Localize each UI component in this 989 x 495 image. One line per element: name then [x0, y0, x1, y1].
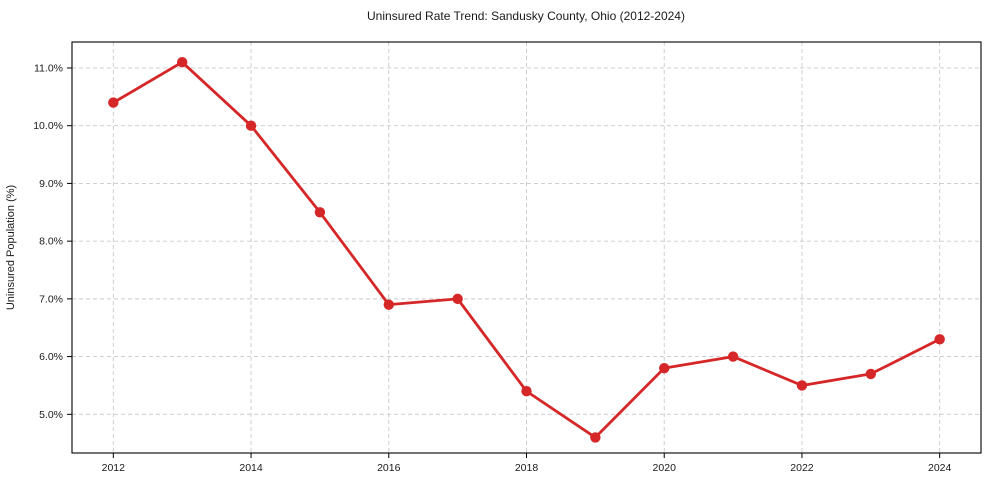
x-tick-label: 2016	[377, 462, 401, 474]
series-layer	[108, 57, 945, 443]
y-tick-label: 9.0%	[39, 178, 63, 190]
data-point	[452, 293, 463, 305]
data-point	[934, 334, 945, 345]
y-tick-label: 6.0%	[39, 351, 63, 363]
data-point	[383, 299, 394, 310]
y-axis-label: Uninsured Population (%)	[5, 185, 17, 310]
y-tick-label: 10.0%	[33, 120, 63, 132]
x-tick-label: 2022	[790, 462, 814, 474]
data-point	[796, 380, 808, 391]
y-tick-label: 7.0%	[39, 293, 63, 305]
data-point	[590, 432, 601, 443]
data-point	[245, 120, 257, 131]
x-tick-label: 2014	[239, 462, 263, 474]
data-point	[727, 351, 739, 362]
plot-frame	[71, 41, 982, 454]
grid-layer	[72, 42, 981, 453]
chart-title: Uninsured Rate Trend: Sandusky County, O…	[367, 9, 685, 23]
x-tick-label: 2024	[928, 462, 952, 474]
y-tick-label: 5.0%	[39, 409, 63, 421]
data-point	[108, 97, 119, 108]
y-tick-label: 8.0%	[39, 236, 63, 248]
data-point	[659, 362, 670, 374]
x-tick-label: 2012	[102, 462, 126, 474]
data-point	[865, 368, 877, 380]
data-point	[314, 207, 326, 218]
y-tick-label: 11.0%	[34, 62, 63, 74]
data-point	[521, 386, 532, 397]
x-tick-label: 2020	[653, 462, 677, 474]
x-tick-label: 2018	[515, 462, 539, 474]
tick-layer: 5.0% 6.0% 7.0% 8.0% 9.0% 10.0% 11.0% 2012 2014 20…	[33, 62, 951, 474]
data-point	[176, 57, 188, 68]
